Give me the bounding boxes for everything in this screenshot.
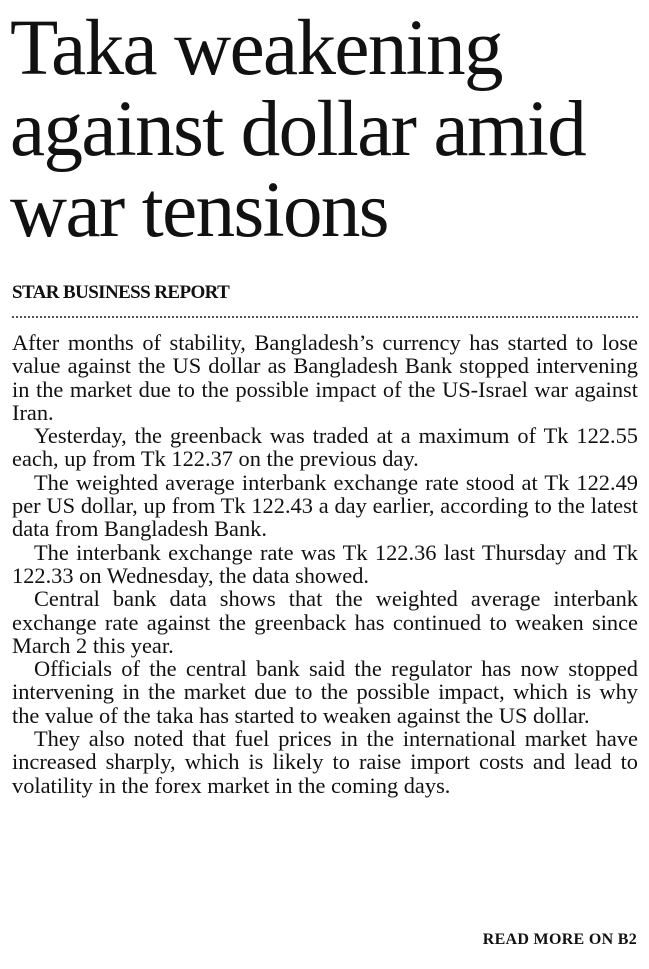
article-body: After months of stability, Bangladesh’s … [12, 331, 638, 797]
paragraph: Central bank data shows that the weighte… [12, 586, 638, 658]
read-more-link: READ MORE ON B2 [482, 931, 637, 948]
paragraph: The interbank exchange rate was Tk 122.3… [12, 539, 638, 588]
paragraph: After months of stability, Bangladesh’s … [12, 330, 638, 425]
headline: Taka weakening against dollar amid war t… [10, 5, 587, 254]
paragraph: Yesterday, the greenback was traded at a… [12, 423, 638, 472]
paragraph: Officials of the central bank said the r… [12, 656, 638, 728]
paragraph: The weighted average interbank exchange … [12, 469, 638, 542]
byline: STAR BUSINESS REPORT [12, 282, 230, 303]
dotted-divider [12, 316, 638, 318]
paragraph: They also noted that fuel prices in the … [12, 726, 638, 798]
